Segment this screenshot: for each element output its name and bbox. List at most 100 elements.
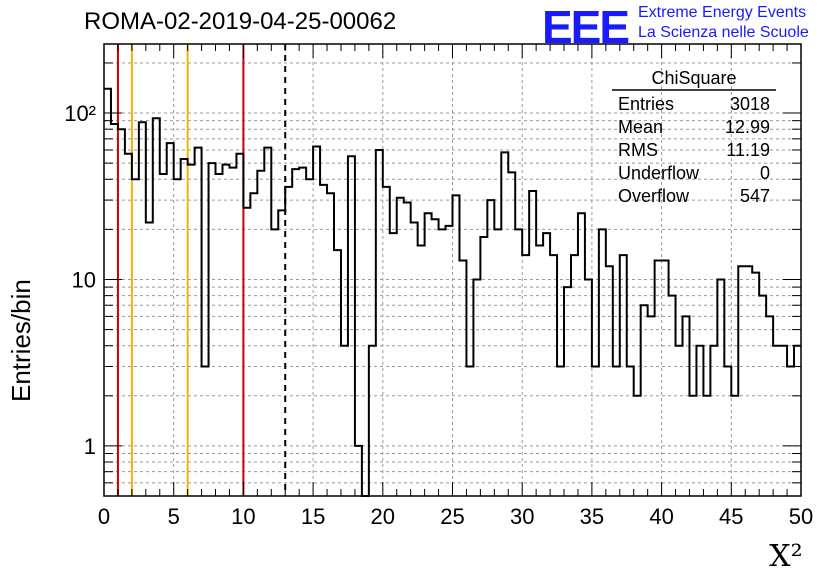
y-tick-label: 1	[84, 434, 96, 459]
histogram-bin	[369, 346, 376, 496]
histogram-bin	[536, 246, 543, 496]
histogram-bin	[181, 159, 188, 496]
histogram-outline	[104, 87, 801, 497]
histogram-bin	[404, 203, 411, 496]
histogram-bin	[620, 255, 627, 496]
histogram-bin	[592, 366, 599, 496]
histogram-layer	[104, 87, 801, 497]
histogram-bin	[717, 279, 724, 496]
histogram-bin	[418, 246, 425, 496]
histogram-bin	[425, 213, 432, 496]
histogram-bin	[459, 261, 466, 496]
histogram-bin	[229, 168, 236, 496]
histogram-bin	[313, 146, 320, 496]
histogram-bin	[216, 174, 223, 496]
histogram-bin	[696, 346, 703, 496]
histogram-bin	[564, 287, 571, 496]
histogram-bin	[341, 346, 348, 496]
histogram-bin	[473, 279, 480, 496]
histogram-bin	[397, 198, 404, 496]
histogram-bin	[599, 229, 606, 496]
histogram-bin	[501, 152, 508, 496]
stats-row-label: Mean	[618, 117, 663, 137]
histogram-bin	[327, 193, 334, 496]
histogram-bin	[432, 219, 439, 496]
histogram-bin	[773, 346, 780, 496]
histogram-bin	[271, 229, 278, 496]
stats-row-value: 12.99	[725, 117, 770, 137]
histogram-bin	[578, 213, 585, 496]
x-tick-label: 15	[301, 504, 325, 529]
page-title: ROMA-02-2019-04-25-00062	[84, 8, 397, 35]
stats-box-title: ChiSquare	[651, 68, 736, 88]
histogram-bin	[250, 193, 257, 496]
eee-logo: EEE Extreme Energy Events La Scienza nel…	[542, 1, 832, 53]
histogram-bin	[118, 129, 125, 496]
histogram-bin	[515, 229, 522, 496]
histogram-bin	[724, 366, 731, 496]
x-tick-label: 25	[440, 504, 464, 529]
x-tick-label: 5	[168, 504, 180, 529]
histogram-bin	[669, 296, 676, 496]
histogram-bin	[703, 396, 710, 496]
histogram-bin	[125, 154, 132, 496]
histogram-bin	[453, 195, 460, 496]
histogram-bin	[167, 143, 174, 496]
histogram-bin	[202, 366, 209, 496]
stats-row-value: 547	[740, 186, 770, 206]
y-tick-label: 10	[72, 267, 96, 292]
histogram-bin	[613, 366, 620, 496]
histogram-bin	[738, 266, 745, 496]
eee-logo-line1: Extreme Energy Events	[638, 4, 807, 21]
histogram-bin	[745, 266, 752, 496]
stats-row-label: Overflow	[618, 186, 690, 206]
marker-lines-layer	[116, 44, 287, 496]
histogram-bin	[766, 316, 773, 496]
histogram-bin	[508, 172, 515, 496]
histogram-bin	[355, 446, 362, 496]
histogram-bin	[153, 118, 160, 496]
histogram-bin	[676, 346, 683, 496]
y-tick-label: 10²	[64, 101, 96, 126]
histogram-bin	[383, 187, 390, 496]
histogram-bin	[174, 179, 181, 496]
histogram-bin	[543, 233, 550, 496]
histogram-bin	[243, 208, 250, 496]
histogram-bin	[320, 185, 327, 496]
histogram-bin	[487, 200, 494, 496]
stats-row-label: Underflow	[618, 163, 700, 183]
histogram-bin	[606, 266, 613, 496]
histogram-bin	[655, 261, 662, 496]
histogram-bin	[439, 229, 446, 496]
histogram-bin	[787, 366, 794, 496]
histogram-bin	[550, 255, 557, 496]
stats-row-value: 0	[760, 163, 770, 183]
x-tick-label: 30	[510, 504, 534, 529]
eee-logo-line2: La Scienza nelle Scuole	[638, 24, 809, 41]
x-tick-label: 20	[371, 504, 395, 529]
histogram-bin	[209, 163, 216, 496]
histogram-bin	[529, 191, 536, 496]
grid-layer	[104, 44, 801, 496]
histogram-bin	[376, 150, 383, 496]
x-tick-label: 45	[719, 504, 743, 529]
histogram-bin	[299, 168, 306, 496]
histogram-bin	[446, 226, 453, 496]
histogram-bin	[292, 169, 299, 496]
histogram-bin	[648, 316, 655, 496]
histogram-bin	[494, 229, 501, 496]
histogram-bin	[522, 255, 529, 496]
histogram-bin	[257, 171, 264, 496]
x-axis-label: X²	[769, 539, 802, 572]
histogram-bin	[662, 261, 669, 496]
histogram-bin	[683, 316, 690, 496]
histogram-bin	[222, 165, 229, 496]
stats-box: ChiSquare Entries 3018 Mean 12.99 RMS 11.19 Und…	[612, 68, 776, 206]
axes-layer: 0 5 10 15 20 25 30 35 40 45 50 1 10 10²	[64, 43, 813, 529]
histogram-bin	[759, 296, 766, 496]
histogram-bin	[480, 237, 487, 496]
x-tick-label: 10	[231, 504, 255, 529]
histogram-bin	[264, 148, 271, 496]
histogram-bin	[334, 250, 341, 496]
